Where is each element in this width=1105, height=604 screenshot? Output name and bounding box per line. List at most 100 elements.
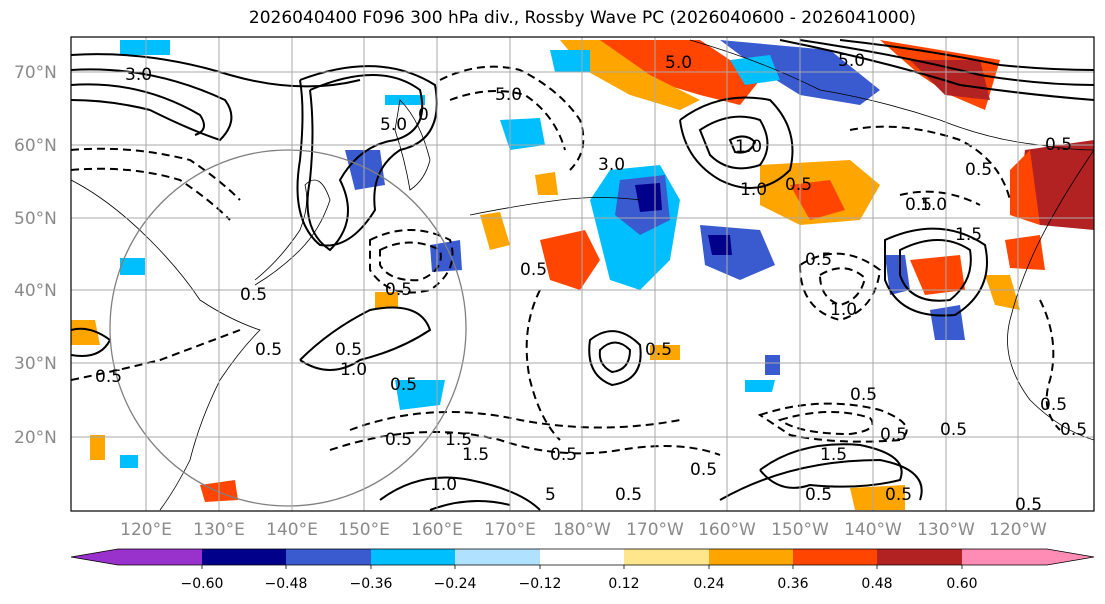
colorbar-tick-label: 0.12: [608, 576, 639, 592]
contour-label: 3.0: [598, 155, 625, 175]
contour-label: 3.0: [125, 65, 152, 85]
shade-positive: [480, 212, 510, 250]
shade-negative: [385, 95, 425, 105]
longitude-label: 130°W: [917, 520, 975, 540]
contour-solid: [296, 65, 438, 247]
contour-solid: [679, 96, 794, 189]
map-frame: [70, 36, 1095, 512]
shade-positive: [535, 172, 558, 195]
contour-dashed: [777, 411, 874, 436]
shade-negative: [500, 118, 545, 150]
contour-dashed: [349, 411, 681, 431]
shade-positive: [650, 345, 680, 360]
contour-solid: [306, 74, 424, 252]
contour-label: 0.5: [1045, 135, 1072, 155]
contour-label: 0: [418, 105, 429, 125]
contour-solid: [728, 135, 757, 154]
contour-label: 5.0: [838, 51, 865, 71]
latitude-label: 30°N: [14, 354, 57, 374]
latitude-labels: 70°N 60°N 50°N 40°N 30°N 20°N: [14, 63, 57, 448]
contour-label: 1.0: [735, 137, 762, 157]
contour-label: 0.5: [240, 285, 267, 305]
shade-positive: [90, 435, 105, 460]
contour-dashed: [899, 190, 981, 206]
colorbar-tick-label: −0.48: [265, 576, 308, 592]
contour-label: 0.5: [390, 375, 417, 395]
colorbar-segment: [202, 549, 287, 565]
contour-label: 5.0: [665, 53, 692, 73]
contour-label: 1.5: [445, 430, 472, 450]
latitude-label: 60°N: [14, 136, 57, 156]
shade-positive: [850, 485, 905, 510]
contour-dashed: [439, 65, 585, 171]
contour-dashed: [849, 125, 1011, 201]
contour-label: 0.5: [615, 485, 642, 505]
contour-label: 5.0: [380, 115, 407, 135]
contour-dashed: [71, 147, 241, 201]
latitude-label: 20°N: [14, 428, 57, 448]
contour-label: 0.5: [335, 340, 362, 360]
shade-negative: [120, 40, 170, 55]
longitude-label: 150°E: [338, 520, 390, 540]
colorbar-segment: [793, 549, 878, 565]
contour-label: 1.0: [830, 300, 857, 320]
contour-label: 0.5: [550, 445, 577, 465]
coastline-asia: [71, 179, 261, 511]
contour-dashed: [525, 289, 561, 441]
shade-positive: [985, 275, 1020, 310]
contour-solid: [839, 39, 1094, 71]
shade-positive: [560, 40, 700, 110]
latitude-label: 50°N: [14, 209, 57, 229]
contour-label: 0.5: [1060, 420, 1087, 440]
contour-label: 0.5: [385, 430, 412, 450]
colorbar-segment: [624, 549, 709, 565]
colorbar-segment: [877, 549, 962, 565]
coastline-north-america: [1007, 149, 1094, 441]
coastline-japan: [254, 179, 331, 286]
contour-label: 0.5: [1015, 495, 1042, 515]
colorbar-segment: [371, 549, 456, 565]
contour-solid: [379, 476, 541, 511]
contour-label: 0.5: [880, 425, 907, 445]
contour-label: 1.0: [340, 360, 367, 380]
coastline-aleutians: [469, 197, 641, 216]
longitude-label: 130°E: [193, 520, 245, 540]
contour-dashed: [757, 402, 908, 443]
contour-solid: [899, 239, 972, 302]
longitude-label: 170°W: [626, 520, 684, 540]
colorbar-tick-label: 0.60: [946, 576, 977, 592]
longitude-label: 160°E: [411, 520, 463, 540]
contour-label: 1.5: [820, 445, 847, 465]
contour-dashed: [71, 167, 231, 221]
shade-negative: [550, 50, 590, 72]
shade-positive: [1005, 235, 1045, 270]
contour-solid: [884, 227, 988, 317]
contour-dashed: [71, 329, 241, 381]
contour-label: 0.5: [850, 385, 877, 405]
colorbar-tick-label: −0.36: [350, 576, 393, 592]
contour-label: 1.0: [430, 475, 457, 495]
coastline-alaska: [689, 39, 1094, 151]
contour-solid: [698, 115, 769, 170]
contour-label: 0.5: [805, 485, 832, 505]
shade-negative: [930, 305, 965, 340]
longitude-label: 140°W: [844, 520, 902, 540]
contour-label: 0.5: [690, 460, 717, 480]
colorbar: −0.60 −0.48 −0.36 −0.24 −0.12 0.12 0.24 …: [70, 548, 1095, 592]
longitude-label: 120°W: [989, 520, 1047, 540]
colorbar-tick-label: −0.60: [181, 576, 224, 592]
contour-label: 1.5: [462, 445, 489, 465]
shade-negative: [745, 380, 775, 392]
latitude-label: 70°N: [14, 63, 57, 83]
shade-positive: [1020, 140, 1094, 230]
contour-solid: [779, 39, 1094, 101]
longitude-label: 160°W: [698, 520, 756, 540]
colorbar-tick-label: −0.12: [519, 576, 562, 592]
shade-negative: [765, 355, 780, 375]
contour-label: 0.5: [785, 175, 812, 195]
colorbar-tick-label: 0.48: [861, 576, 892, 592]
longitude-label: 120°E: [120, 520, 172, 540]
contour-dashed: [369, 229, 454, 294]
contour-label: 1.0: [920, 195, 947, 215]
